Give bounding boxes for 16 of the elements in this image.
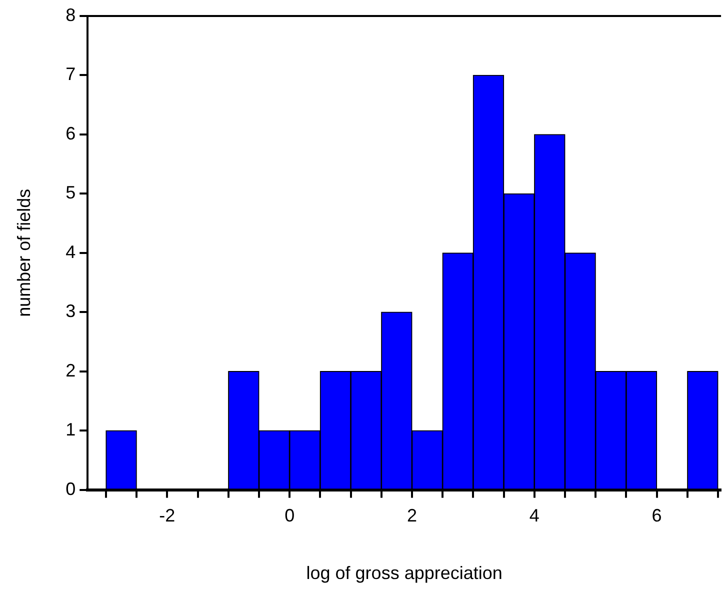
x-tick-label: 0 <box>284 506 295 526</box>
y-tick-label: 7 <box>66 64 76 84</box>
y-axis-title: number of fields <box>14 188 34 317</box>
x-tick-label: 6 <box>652 506 662 526</box>
y-tick-label: 3 <box>66 301 76 322</box>
x-tick-label: -2 <box>159 506 176 526</box>
y-tick-label: 5 <box>66 182 76 203</box>
y-tick-label: 0 <box>66 478 76 499</box>
y-tick-label: 8 <box>66 4 76 25</box>
y-tick-label: 4 <box>66 242 76 262</box>
y-tick-label: 1 <box>66 420 76 440</box>
y-tick-label: 2 <box>66 360 76 380</box>
y-tick-label: 6 <box>66 123 76 144</box>
x-axis-title: log of gross appreciation <box>306 563 502 584</box>
x-tick-label: 4 <box>529 506 540 526</box>
x-tick-label: 2 <box>406 506 417 526</box>
